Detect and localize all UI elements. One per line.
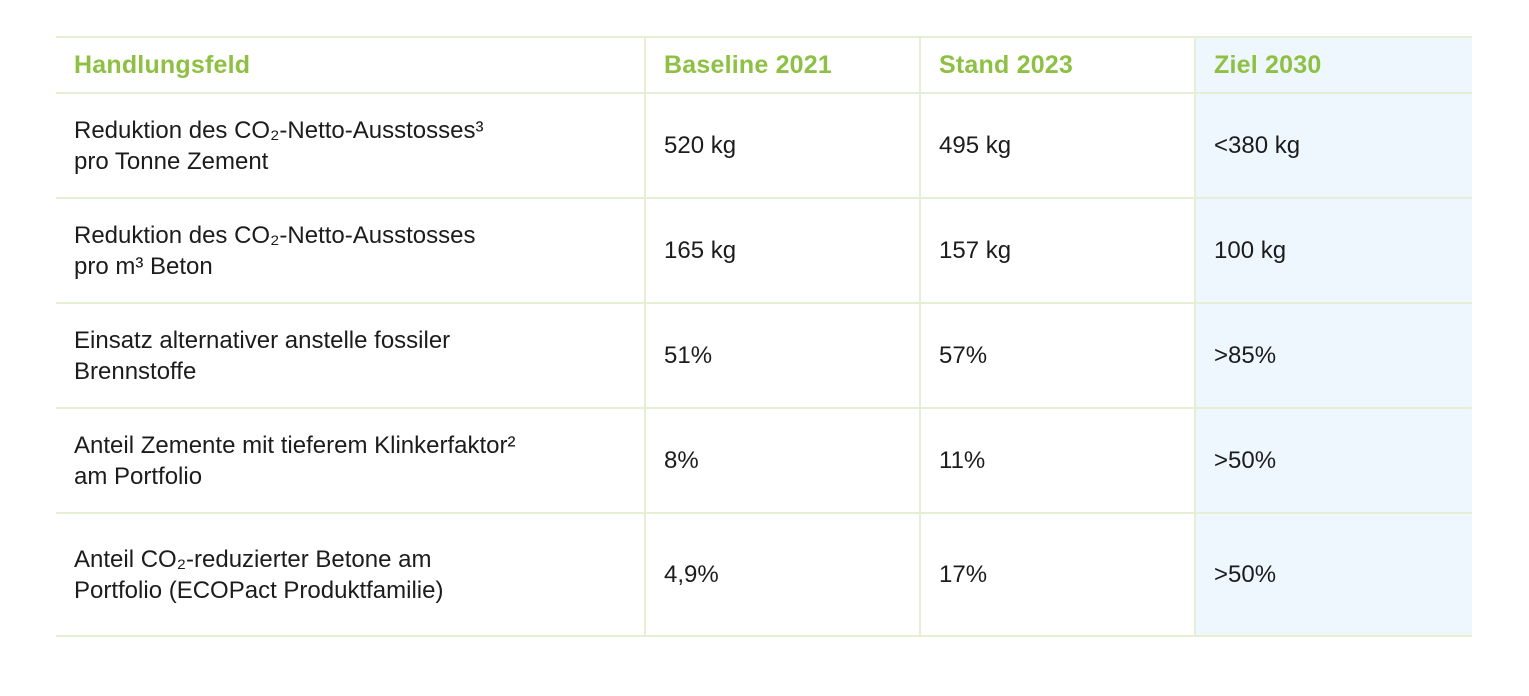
ziel-cell: <380 kg [1194,92,1472,199]
baseline-cell: 51% [644,302,921,409]
table-row: Einsatz alternativer anstelle fossiler B… [56,302,1472,409]
baseline-cell: 520 kg [644,92,921,199]
header-stand-2023: Stand 2023 [919,36,1196,94]
table-row: Reduktion des CO₂-Netto-Ausstosses³ pro … [56,92,1472,199]
field-line: Portfolio (ECOPact Produktfamilie) [74,576,444,604]
header-row: Handlungsfeld Baseline 2021 Stand 2023 Z… [56,36,1472,94]
stand-cell: 11% [919,407,1196,514]
targets-table: Handlungsfeld Baseline 2021 Stand 2023 Z… [56,36,1472,637]
field-line: Anteil CO₂-reduzierter Betone am [74,545,432,573]
header-ziel-2030: Ziel 2030 [1194,36,1472,94]
field-cell: Reduktion des CO₂-Netto-Ausstosses³ pro … [56,92,646,199]
table-body: Reduktion des CO₂-Netto-Ausstosses³ pro … [56,92,1472,637]
field-cell: Einsatz alternativer anstelle fossiler B… [56,302,646,409]
table-row: Anteil CO₂-reduzierter Betone am Portfol… [56,512,1472,637]
ziel-cell: >85% [1194,302,1472,409]
field-cell: Anteil CO₂-reduzierter Betone am Portfol… [56,512,646,637]
baseline-cell: 8% [644,407,921,514]
field-line: am Portfolio [74,462,203,490]
field-line: pro m³ Beton [74,252,213,280]
field-line: pro Tonne Zement [74,147,269,175]
ziel-cell: 100 kg [1194,197,1472,304]
stand-cell: 17% [919,512,1196,637]
field-line: Brennstoffe [74,357,197,385]
field-cell: Anteil Zemente mit tieferem Klinkerfakto… [56,407,646,514]
stand-cell: 57% [919,302,1196,409]
ziel-cell: >50% [1194,407,1472,514]
table-row: Reduktion des CO₂-Netto-Ausstosses pro m… [56,197,1472,304]
stand-cell: 157 kg [919,197,1196,304]
field-line: Reduktion des CO₂-Netto-Ausstosses [74,221,476,249]
field-line: Einsatz alternativer anstelle fossiler [74,326,451,354]
field-line: Anteil Zemente mit tieferem Klinkerfakto… [74,431,516,459]
field-line: Reduktion des CO₂-Netto-Ausstosses³ [74,116,484,144]
baseline-cell: 4,9% [644,512,921,637]
header-handlungsfeld: Handlungsfeld [56,36,646,94]
targets-table-container: Handlungsfeld Baseline 2021 Stand 2023 Z… [56,36,1472,637]
stand-cell: 495 kg [919,92,1196,199]
ziel-cell: >50% [1194,512,1472,637]
table-row: Anteil Zemente mit tieferem Klinkerfakto… [56,407,1472,514]
table-header: Handlungsfeld Baseline 2021 Stand 2023 Z… [56,36,1472,94]
field-cell: Reduktion des CO₂-Netto-Ausstosses pro m… [56,197,646,304]
header-baseline-2021: Baseline 2021 [644,36,921,94]
baseline-cell: 165 kg [644,197,921,304]
